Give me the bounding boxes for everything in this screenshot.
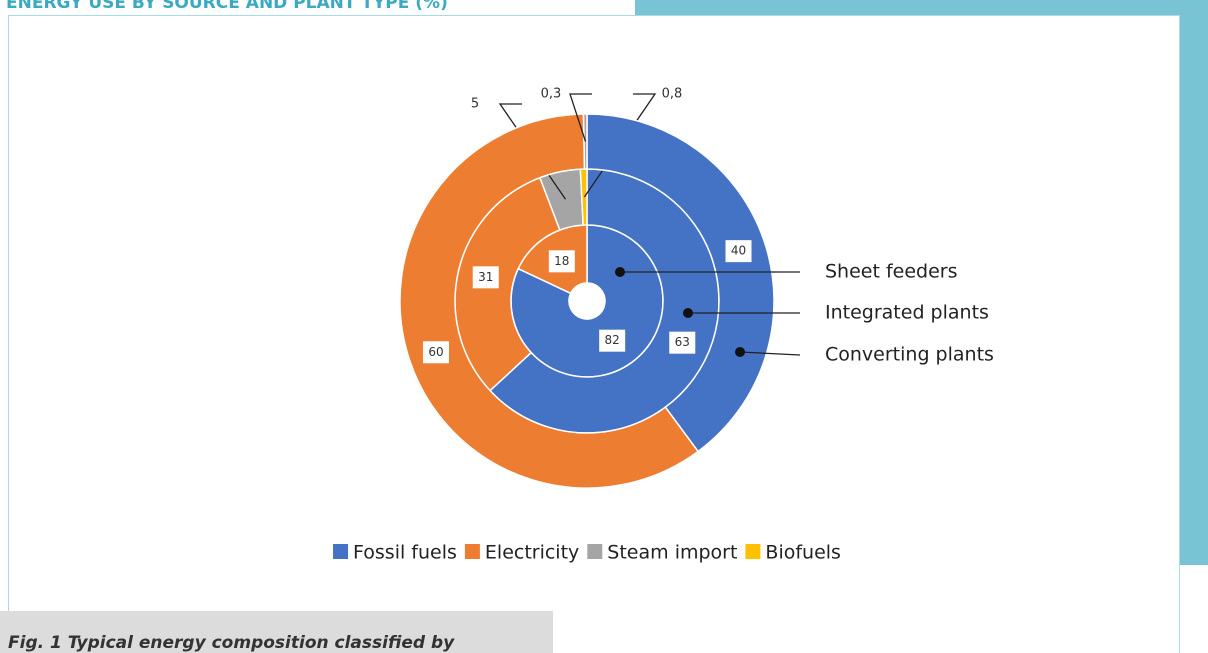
ring-name: Converting plants [825, 344, 994, 366]
data-label: 31 [478, 270, 493, 284]
data-label-box [548, 250, 575, 273]
ring-leader [739, 351, 801, 356]
donut-hole [569, 283, 605, 319]
ring-dot [683, 308, 693, 318]
caption: Fig. 1 Typical energy composition classi… [8, 633, 455, 653]
data-label: 40 [731, 244, 746, 258]
caption-box [0, 611, 553, 653]
legend-swatch [587, 544, 603, 559]
data-label-box [422, 341, 449, 364]
data-label: 0,8 [662, 87, 683, 102]
donut-segment [586, 113, 775, 453]
data-label-box [472, 266, 499, 289]
legend-label: Biofuels [765, 542, 841, 564]
data-label: 5 [471, 97, 479, 112]
ring-dot [735, 347, 745, 357]
leader-line [569, 93, 592, 142]
ring-name: Integrated plants [825, 302, 989, 324]
legend-label: Fossil fuels [353, 542, 457, 564]
data-label: 18 [554, 254, 569, 268]
ring-name: Sheet feeders [825, 261, 958, 283]
data-label: 63 [675, 335, 690, 349]
data-label-box [599, 329, 626, 352]
data-label: 82 [605, 333, 620, 347]
legend-swatch [333, 544, 349, 559]
data-label-box [725, 240, 752, 263]
legend-swatch [745, 544, 761, 559]
data-label: 60 [428, 345, 443, 359]
data-label-box [669, 331, 696, 354]
legend-swatch [464, 544, 480, 559]
legend-label: Steam import [607, 542, 737, 564]
ring-dot [615, 267, 625, 277]
chart-title: ENERGY USE BY SOURCE AND PLANT TYPE (%) [6, 0, 448, 13]
data-label: 0,3 [541, 87, 562, 102]
legend-label: Electricity [485, 542, 579, 564]
donut-segment [399, 113, 700, 489]
